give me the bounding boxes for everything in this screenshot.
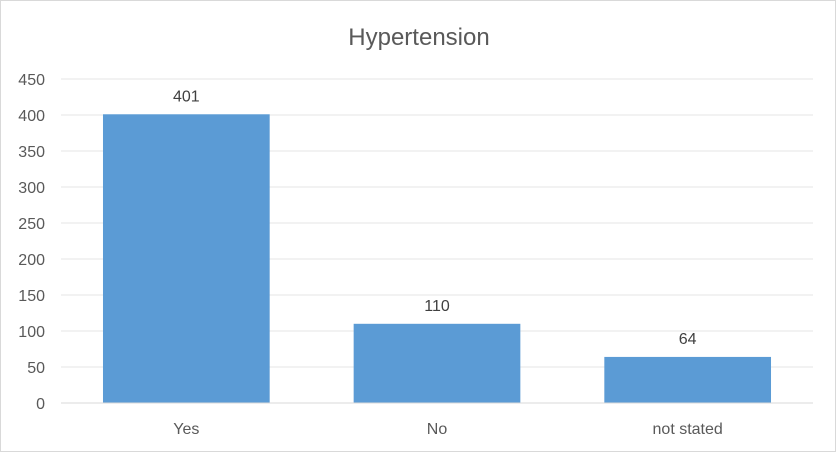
bar-yes	[102, 114, 270, 403]
y-tick-label: 0	[36, 396, 45, 413]
y-axis: 0 50 100 150 200 250 300 350 400 450	[18, 72, 45, 413]
data-label: 401	[173, 88, 200, 105]
x-axis: Yes No not stated	[61, 402, 813, 438]
y-tick-label: 350	[18, 144, 45, 161]
y-tick-label: 450	[18, 72, 45, 89]
chart-title: Hypertension	[348, 24, 489, 51]
y-tick-label: 100	[18, 324, 45, 341]
y-tick-label: 50	[27, 360, 45, 377]
x-tick-label: not stated	[653, 421, 723, 438]
y-tick-label: 200	[18, 252, 45, 269]
x-tick-label: No	[427, 421, 448, 438]
bars	[102, 114, 772, 403]
data-labels: 401 110 64	[173, 88, 697, 348]
y-tick-label: 400	[18, 108, 45, 125]
y-tick-label: 150	[18, 288, 45, 305]
data-label: 64	[679, 331, 697, 348]
bar-no	[353, 323, 521, 403]
bar-not-stated	[604, 356, 772, 403]
y-tick-label: 250	[18, 216, 45, 233]
y-tick-label: 300	[18, 180, 45, 197]
x-tick-label: Yes	[173, 421, 199, 438]
data-label: 110	[424, 298, 450, 315]
